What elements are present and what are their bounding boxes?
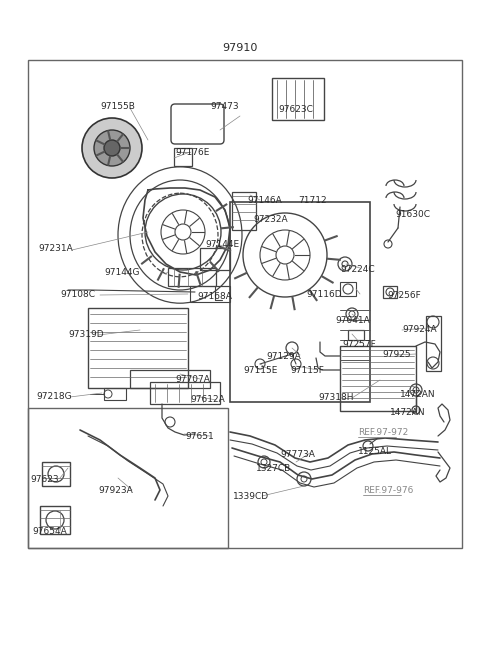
Circle shape	[82, 118, 142, 178]
Text: 97651: 97651	[185, 432, 214, 441]
Text: 97654A: 97654A	[32, 527, 67, 536]
Text: 97115F: 97115F	[290, 366, 324, 375]
Bar	[200, 248, 230, 270]
Bar	[232, 192, 256, 230]
Text: 97115E: 97115E	[243, 366, 277, 375]
Bar	[348, 330, 364, 340]
Bar	[104, 388, 126, 400]
Text: 97224C: 97224C	[340, 265, 374, 274]
Bar	[340, 282, 356, 296]
Text: REF.97-976: REF.97-976	[363, 486, 413, 495]
Text: 91630C: 91630C	[395, 210, 430, 219]
Text: 1327CB: 1327CB	[256, 464, 291, 473]
Bar	[150, 382, 220, 404]
Text: 97318H: 97318H	[318, 393, 353, 402]
Bar	[340, 346, 416, 411]
Bar	[383, 286, 397, 298]
Text: REF.97-972: REF.97-972	[358, 428, 408, 437]
Bar	[42, 462, 70, 486]
Text: 1125AL: 1125AL	[358, 447, 392, 456]
Text: 97116D: 97116D	[306, 290, 342, 299]
Text: 97256F: 97256F	[387, 291, 421, 300]
Text: 97232A: 97232A	[253, 215, 288, 224]
Circle shape	[104, 140, 120, 156]
Text: 97623C: 97623C	[278, 105, 313, 114]
Bar	[272, 78, 324, 120]
Circle shape	[94, 130, 130, 166]
Text: 97108C: 97108C	[60, 290, 95, 299]
Text: 97041A: 97041A	[335, 316, 370, 325]
Text: 1339CD: 1339CD	[233, 492, 269, 501]
Text: 97144E: 97144E	[205, 240, 239, 249]
Bar	[40, 506, 70, 534]
Text: 97612A: 97612A	[190, 395, 225, 404]
Bar	[426, 316, 441, 371]
Text: 97176E: 97176E	[175, 148, 209, 157]
Text: 97473: 97473	[210, 102, 239, 111]
Text: 97623: 97623	[30, 475, 59, 484]
Text: 97925: 97925	[382, 350, 410, 359]
Bar	[168, 268, 216, 286]
Text: 97319D: 97319D	[68, 330, 104, 339]
Text: 1472AN: 1472AN	[400, 390, 436, 399]
Text: 97168A: 97168A	[197, 292, 232, 301]
Text: 1472AN: 1472AN	[390, 408, 426, 417]
Text: 97923A: 97923A	[98, 486, 133, 495]
Text: 97218G: 97218G	[36, 392, 72, 401]
Bar	[174, 148, 192, 166]
Text: 97129A: 97129A	[266, 352, 301, 361]
Bar	[28, 60, 462, 548]
Text: 71712: 71712	[298, 196, 326, 205]
Bar	[88, 308, 188, 388]
Bar	[28, 408, 228, 548]
Text: 97910: 97910	[222, 43, 258, 53]
Bar	[190, 286, 230, 302]
Text: 97144G: 97144G	[104, 268, 140, 277]
Text: 97146A: 97146A	[247, 196, 282, 205]
Text: 97155B: 97155B	[100, 102, 135, 111]
Text: 97257F: 97257F	[342, 340, 376, 349]
Bar	[230, 202, 370, 402]
Text: 97924A: 97924A	[402, 325, 437, 334]
Text: 97773A: 97773A	[280, 450, 315, 459]
Text: 97231A: 97231A	[38, 244, 73, 253]
Text: 97707A: 97707A	[175, 375, 210, 384]
Bar	[130, 370, 210, 388]
